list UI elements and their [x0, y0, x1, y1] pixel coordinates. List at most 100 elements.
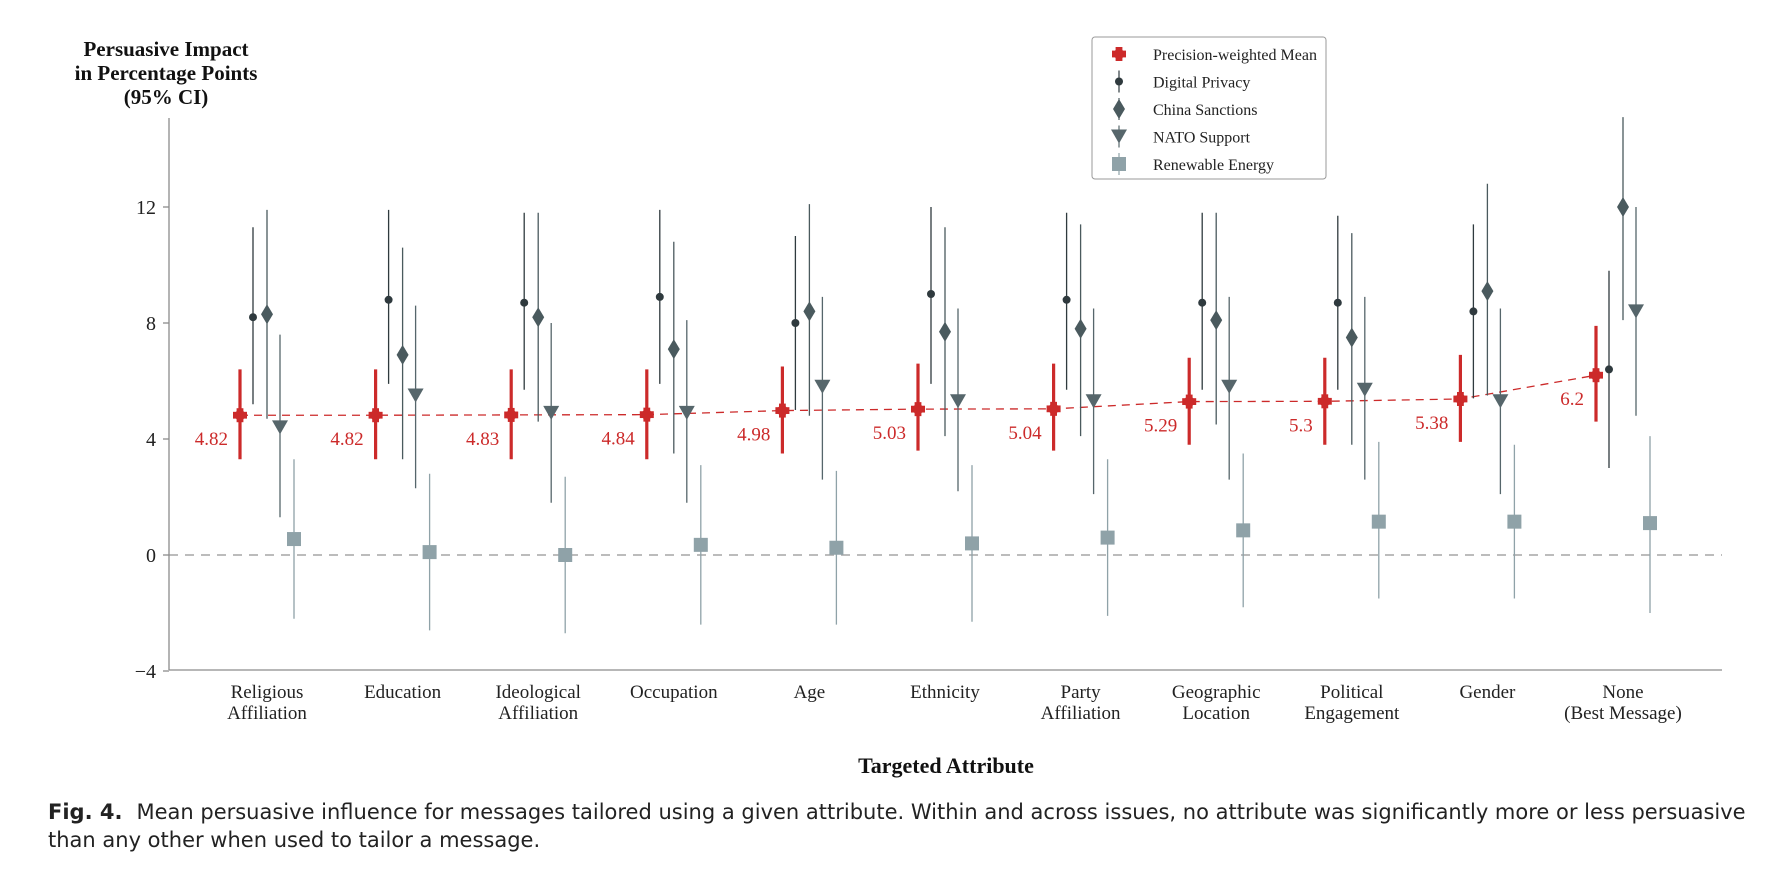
- precision-weighted-mean-point-bar-d: [1589, 368, 1603, 382]
- precision-weighted-mean-point-bar-d: [1047, 402, 1061, 416]
- mean-value-label: 5.03: [873, 423, 906, 444]
- legend-nato-support-marker: [1111, 129, 1127, 144]
- x-tick-label: Gender: [1459, 682, 1516, 703]
- y-tick-label: 8: [146, 313, 156, 335]
- precision-weighted-mean-point-bar-d: [640, 408, 654, 422]
- legend-renewable-energy-label: Renewable Energy: [1153, 157, 1274, 174]
- legend-precision-weighted-mean-marker: [1112, 47, 1126, 61]
- precision-weighted-mean-point-bar-d: [1182, 395, 1196, 409]
- digital-privacy-point: [1469, 307, 1478, 316]
- caption-label: Fig. 4.: [48, 800, 123, 824]
- mean-value-label: 4.84: [602, 429, 636, 450]
- digital-privacy-point: [249, 313, 257, 322]
- precision-weighted-mean-point: [775, 403, 790, 418]
- x-tick-label: Religious: [231, 682, 304, 703]
- mean-value-label: 5.04: [1008, 423, 1042, 444]
- digital-privacy-point: [1062, 295, 1071, 304]
- y-axis-title-line: Persuasive Impact: [83, 37, 248, 61]
- x-tick-label: Affiliation: [498, 703, 578, 724]
- legend-nato-support-label: NATO Support: [1153, 130, 1251, 147]
- china-sanctions-point: [261, 304, 273, 325]
- mean-value-label: 4.83: [466, 429, 499, 450]
- legend-box: [1091, 36, 1327, 180]
- digital-privacy-point: [1605, 365, 1613, 374]
- y-tick-label: 4: [146, 429, 156, 451]
- x-tick-label: Geographic: [1172, 682, 1261, 703]
- renewable-energy-point: [1507, 514, 1522, 529]
- renewable-energy-point: [829, 540, 844, 555]
- nato-support-point: [1492, 394, 1509, 409]
- nato-support-point: [407, 388, 424, 403]
- mean-value-label: 5.38: [1415, 413, 1448, 434]
- legend-renewable-energy-marker: [1112, 157, 1126, 171]
- renewable-energy-point: [1100, 530, 1115, 545]
- y-tick-label: 12: [136, 197, 156, 219]
- legend-precision-weighted-mean-marker-bar-d: [1112, 47, 1126, 61]
- renewable-energy-point: [558, 548, 573, 562]
- nato-support-point: [1356, 382, 1373, 397]
- x-tick-label: Affiliation: [1041, 703, 1121, 724]
- nato-support-point: [950, 394, 966, 409]
- x-tick-label: Party: [1061, 682, 1102, 703]
- china-sanctions-point: [396, 344, 409, 365]
- precision-weighted-mean-point-bar-d: [1318, 394, 1332, 408]
- x-tick-label: Affiliation: [227, 703, 307, 724]
- precision-weighted-mean-point: [368, 408, 383, 423]
- legend-digital-privacy-marker: [1115, 77, 1123, 86]
- y-tick-label: −4: [135, 661, 156, 683]
- mean-value-label: 5.3: [1289, 415, 1313, 436]
- precision-weighted-mean-point-bar-d: [369, 408, 383, 422]
- legend-digital-privacy-label: Digital Privacy: [1153, 75, 1250, 92]
- renewable-energy-point: [287, 532, 301, 547]
- precision-weighted-mean-point: [504, 407, 519, 422]
- renewable-energy-point: [1371, 514, 1386, 529]
- figure-caption: Fig. 4. Mean persuasive influence for mes…: [48, 798, 1748, 854]
- china-sanctions-point: [803, 301, 816, 322]
- precision-weighted-mean-point: [1453, 391, 1468, 406]
- nato-support-point: [814, 379, 831, 394]
- precision-weighted-mean-point: [911, 402, 925, 417]
- nato-support-point: [272, 420, 288, 435]
- x-tick-label: Ideological: [495, 682, 580, 703]
- nato-support-point: [1085, 394, 1102, 409]
- renewable-energy-point: [422, 545, 437, 560]
- renewable-energy-point: [965, 536, 979, 551]
- precision-weighted-mean-point: [1589, 368, 1603, 383]
- mean-value-label: 4.82: [195, 429, 228, 450]
- legend-precision-weighted-mean-label: Precision-weighted Mean: [1153, 47, 1317, 64]
- precision-weighted-mean-point-bar-d: [1453, 392, 1467, 406]
- renewable-energy-point: [1643, 516, 1657, 531]
- nato-support-point: [543, 405, 560, 420]
- y-axis-title-line: in Percentage Points: [75, 61, 258, 85]
- china-sanctions-point: [1481, 281, 1494, 302]
- x-tick-label: Location: [1182, 703, 1250, 724]
- x-tick-label: Education: [364, 682, 442, 703]
- nato-support-point: [1221, 379, 1238, 394]
- x-tick-label: Age: [794, 682, 826, 703]
- digital-privacy-point: [1333, 298, 1342, 307]
- precision-weighted-mean-point: [233, 408, 247, 423]
- precision-weighted-mean-point-bar-d: [504, 408, 518, 422]
- x-tick-label: Political: [1320, 682, 1383, 703]
- caption-text: Mean persuasive influence for messages t…: [48, 800, 1746, 852]
- nato-support-point: [1628, 304, 1644, 319]
- x-axis-title: Targeted Attribute: [858, 753, 1034, 778]
- nato-support-point: [678, 405, 695, 420]
- digital-privacy-point: [791, 319, 800, 327]
- precision-weighted-mean-point: [1182, 394, 1197, 409]
- legend-china-sanctions-marker: [1113, 99, 1125, 119]
- x-tick-label: Occupation: [630, 682, 718, 703]
- china-sanctions-point: [1617, 197, 1629, 217]
- precision-weighted-mean-point: [639, 407, 654, 422]
- precision-weighted-mean-point: [1046, 401, 1061, 416]
- mean-value-label: 4.82: [330, 429, 363, 450]
- china-sanctions-point: [532, 307, 545, 328]
- digital-privacy-point: [384, 295, 393, 304]
- x-tick-label: None: [1602, 682, 1643, 703]
- digital-privacy-point: [655, 292, 664, 301]
- china-sanctions-point: [939, 321, 951, 342]
- x-tick-label: (Best Message): [1564, 703, 1682, 724]
- precision-weighted-mean-point-bar-d: [911, 402, 925, 416]
